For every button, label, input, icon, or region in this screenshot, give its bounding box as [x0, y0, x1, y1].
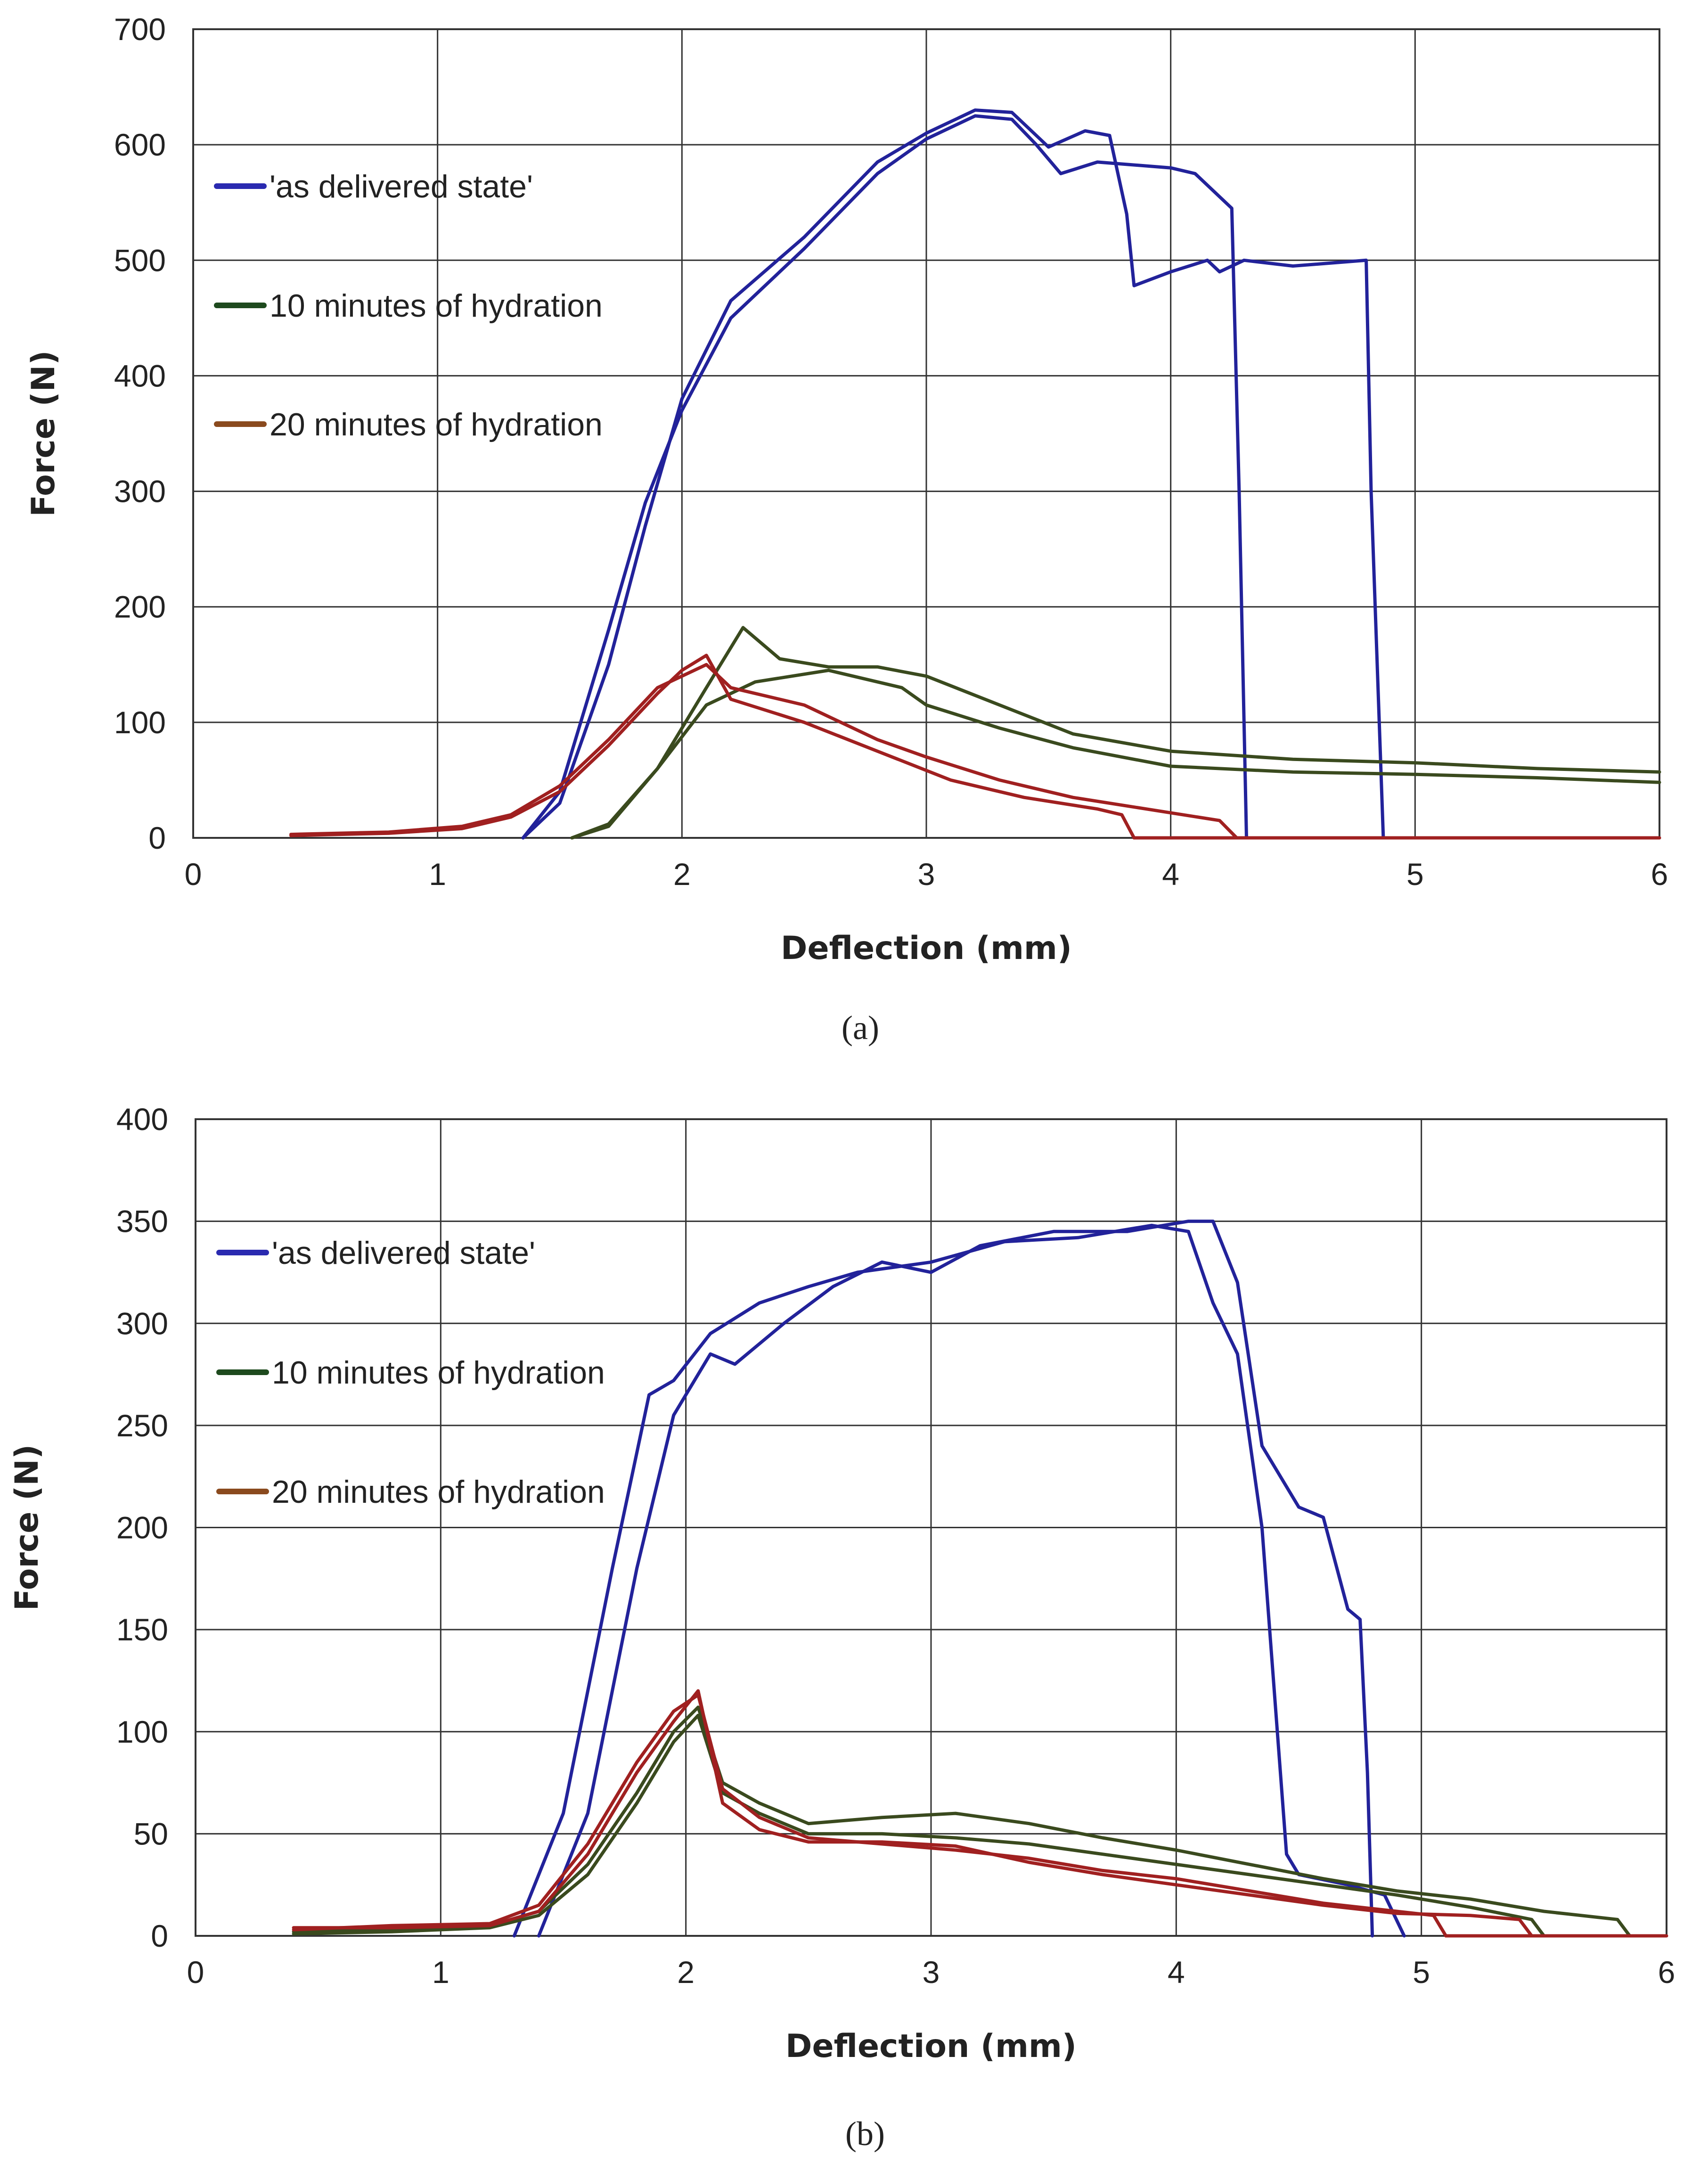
legend-label: 20 minutes of hydration [272, 1474, 605, 1510]
x-tick-label: 5 [1413, 1955, 1430, 1990]
x-tick-label: 2 [677, 1955, 695, 1990]
panel-caption: (b) [845, 2115, 885, 2153]
y-axis-title: Force (N) [8, 1444, 46, 1611]
x-tick-label: 6 [1658, 1955, 1675, 1990]
x-tick-label: 3 [923, 1955, 940, 1990]
y-tick-label: 300 [116, 1306, 168, 1341]
data-series-line [512, 1223, 1406, 1938]
chart-panel-a: 0 1 2 3 4 5 6 0 100 200 300 400 500 600 700 Deflection … [25, 12, 1668, 1047]
data-series-line [289, 663, 1239, 840]
legend-label: 10 minutes of hydration [272, 1355, 605, 1391]
legend-label: 20 minutes of hydration [270, 407, 603, 442]
x-tick-label: 0 [185, 857, 202, 892]
y-tick-label: 400 [114, 358, 166, 393]
data-series-line [570, 626, 1661, 840]
data-series-line [292, 1713, 1546, 1938]
x-tick-label: 0 [187, 1955, 204, 1990]
x-tick-label: 1 [429, 857, 446, 892]
data-series-line [521, 114, 1248, 840]
y-tick-label: 700 [114, 12, 166, 47]
data-series-line [292, 1693, 1448, 1938]
y-tick-label: 100 [114, 705, 166, 740]
data-series-line [292, 1689, 1534, 1938]
x-tick-label: 2 [673, 857, 691, 892]
chart-panel-b: 0 1 2 3 4 5 6 0 50 100 150 200 250 300 350 400 Deflectio… [8, 1102, 1675, 2153]
data-series-line [570, 669, 1661, 840]
y-tick-label: 50 [134, 1816, 168, 1851]
panel-caption: (a) [842, 1009, 879, 1047]
legend-label: 'as delivered state' [272, 1235, 535, 1271]
y-tick-label: 150 [116, 1612, 168, 1647]
y-tick-label: 400 [116, 1102, 168, 1137]
x-tick-label: 4 [1162, 857, 1179, 892]
data-series-line [521, 108, 1385, 840]
y-tick-label: 200 [116, 1510, 168, 1545]
y-tick-label: 100 [116, 1714, 168, 1749]
x-axis-title: Deflection (mm) [781, 930, 1072, 967]
y-tick-label: 350 [116, 1204, 168, 1239]
plot-frame [192, 28, 1660, 839]
x-tick-label: 4 [1168, 1955, 1185, 1990]
y-tick-label: 200 [114, 590, 166, 624]
data-series-line [537, 1220, 1374, 1938]
legend-label: 10 minutes of hydration [270, 288, 603, 324]
x-tick-label: 3 [918, 857, 935, 892]
data-series-line [289, 654, 1136, 840]
y-tick-label: 300 [114, 474, 166, 509]
x-axis-title: Deflection (mm) [785, 2028, 1077, 2065]
y-tick-label: 250 [116, 1408, 168, 1443]
y-axis-title: Force (N) [25, 350, 62, 516]
y-tick-label: 500 [114, 243, 166, 278]
x-tick-label: 1 [432, 1955, 449, 1990]
x-tick-label: 6 [1651, 857, 1668, 892]
y-tick-label: 0 [151, 1918, 168, 1953]
y-tick-label: 600 [114, 127, 166, 162]
x-tick-label: 5 [1406, 857, 1424, 892]
y-tick-label: 0 [148, 820, 166, 855]
plot-frame [195, 1118, 1667, 1937]
data-series-line [292, 1705, 1632, 1938]
legend-label: 'as delivered state' [270, 169, 533, 205]
